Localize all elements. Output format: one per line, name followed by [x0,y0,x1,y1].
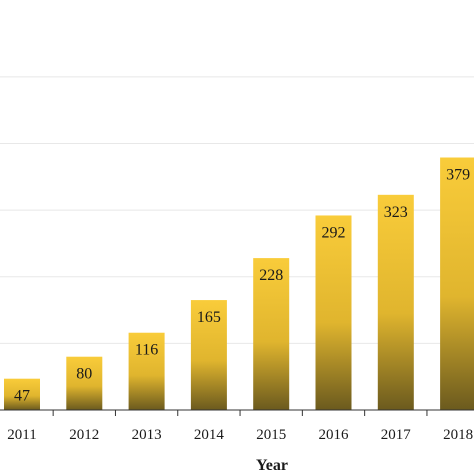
data-label-2012: 80 [76,366,92,383]
x-tick-label-2017: 2017 [381,427,412,443]
data-label-2018: 379 [446,167,470,184]
data-label-2016: 292 [322,224,346,241]
data-label-2013: 116 [135,342,158,359]
x-tick-label-2011: 2011 [7,427,36,443]
data-label-2014: 165 [197,309,221,326]
x-tick-label-2013: 2013 [132,427,162,443]
x-tick-label-2015: 2015 [256,427,286,443]
bar-2013 [128,332,165,410]
x-axis-title: Year [256,457,288,474]
x-tick-label-2014: 2014 [194,427,225,443]
bar-2012 [66,356,103,410]
bar-2016 [315,215,352,410]
data-label-2011: 47 [14,388,30,405]
bar-2014 [190,300,227,410]
data-labels: 47 80 116 165 228 292 323 379 [14,167,470,405]
bar-2015 [253,258,290,410]
x-tick-label-2012: 2012 [69,427,99,443]
bar-2011 [4,378,40,410]
bar-2017 [377,194,414,410]
x-tick-label-2018: 2018 [443,427,473,443]
x-axis: 2011 2012 2013 2014 2015 2016 2017 2018 [0,409,474,443]
bars [4,157,474,410]
data-label-2015: 228 [259,267,283,284]
data-label-2017: 323 [384,204,408,221]
x-tick-label-2016: 2016 [319,427,350,443]
bar-2018 [440,157,474,410]
